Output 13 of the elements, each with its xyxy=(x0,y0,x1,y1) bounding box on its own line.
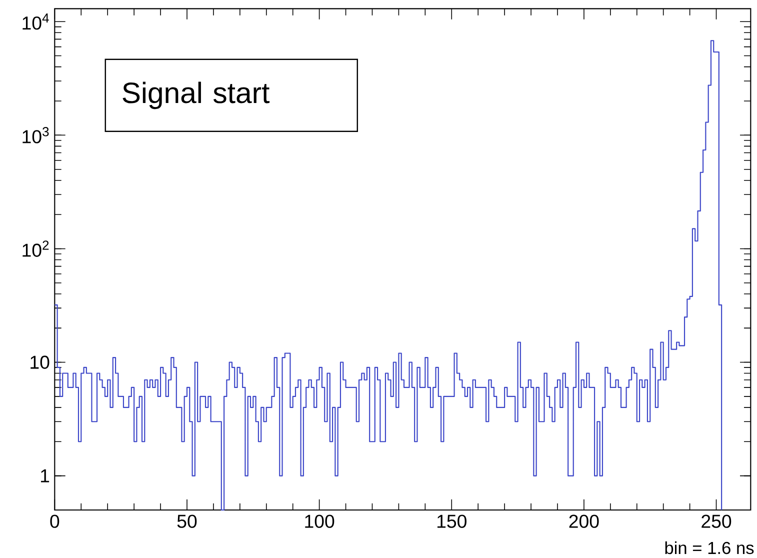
y-tick-label: 10$^{4}$ xyxy=(22,14,49,30)
y-tick-label: 10 xyxy=(30,356,50,369)
annotation: Signal start xyxy=(122,82,270,110)
x-tick-label: 250 xyxy=(702,514,732,528)
x-tick-label: 150 xyxy=(437,514,466,528)
x-tick-label: 200 xyxy=(569,514,599,528)
x-tick-label: 100 xyxy=(305,514,334,528)
x-axis-title: bin = 1.6 ns xyxy=(665,541,754,554)
y-tick-label: 10$^{3}$ xyxy=(22,127,49,144)
y-tick-label: 1 xyxy=(41,469,50,482)
x-tick-label: 0 xyxy=(50,514,60,528)
y-tick-label: 10$^{2}$ xyxy=(22,240,49,257)
x-tick-label: 50 xyxy=(177,514,197,528)
